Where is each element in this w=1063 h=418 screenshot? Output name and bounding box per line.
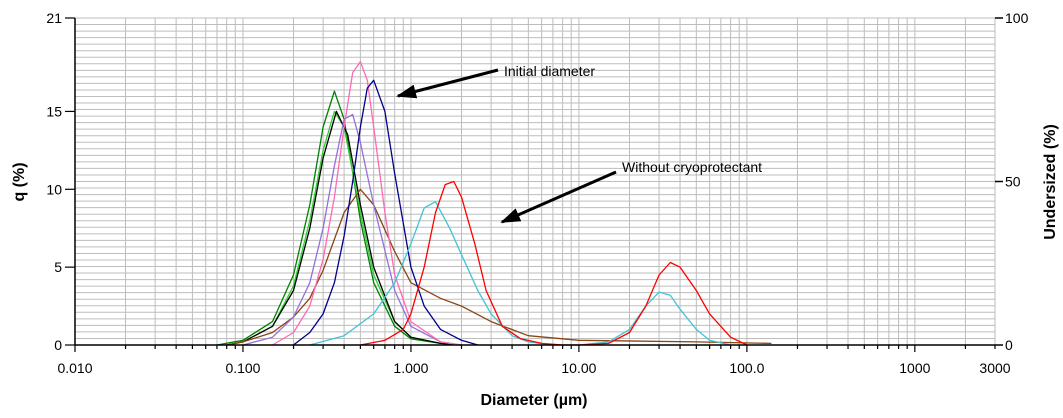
x-tick-label: 0.010 [57, 360, 92, 376]
axes [74, 18, 995, 346]
annotation-initial-diameter: Initial diameter [396, 63, 595, 99]
x-tick-label: 1000 [899, 360, 930, 376]
annotation-without-cryoprotectant: Without cryoprotectant [500, 159, 762, 224]
y-right-tick-label: 50 [1005, 174, 1021, 190]
series-layer [216, 60, 772, 346]
series-line-5 [272, 60, 462, 346]
arrow-without-cryoprotectant [500, 170, 617, 224]
arrow-initial-diameter [396, 68, 499, 99]
x-tick-label: 100.0 [729, 360, 764, 376]
series-line-0 [216, 90, 462, 346]
annotation-without-cryoprotectant-text: Without cryoprotectant [622, 159, 762, 175]
y-left-tick-label: 10 [46, 181, 62, 197]
y-left-tick-label: 5 [54, 259, 62, 275]
x-axis-title: Diameter (µm) [480, 392, 587, 409]
y-axis-title-right: Undersized (%) [1042, 124, 1059, 240]
x-tick-label: 3000 [979, 360, 1010, 376]
annotation-initial-diameter-text: Initial diameter [504, 63, 595, 79]
series-line-2 [226, 110, 462, 346]
y-right-tick-label: 100 [1005, 10, 1029, 26]
y-left-tick-label: 15 [46, 103, 62, 119]
series-line-6 [293, 79, 478, 346]
x-tick-label: 1.000 [393, 360, 428, 376]
y-right-tick-label: 0 [1005, 337, 1013, 353]
ticks [65, 17, 1003, 352]
series-line-8 [360, 180, 748, 346]
y-left-tick-label: 0 [54, 337, 62, 353]
y-axis-title-left: q (%) [11, 162, 28, 201]
y-left-tick-label: 21 [46, 10, 62, 26]
x-tick-label: 0.100 [225, 360, 260, 376]
grid [74, 17, 996, 346]
x-tick-label: 10.00 [561, 360, 596, 376]
labels: 0.010 0.100 1.000 10.00 100.0 1000 30000510152… [46, 10, 1028, 376]
